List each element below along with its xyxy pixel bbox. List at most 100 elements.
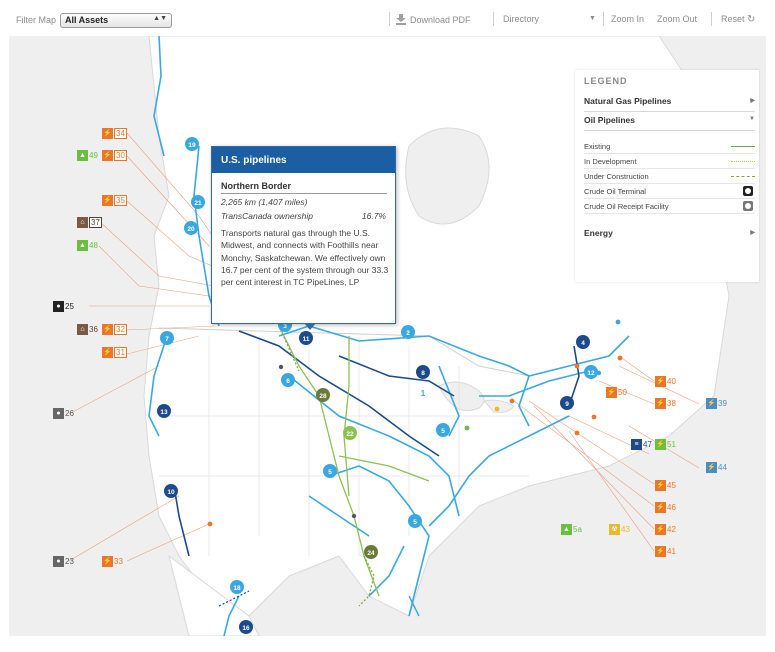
hudson-bay bbox=[405, 127, 490, 225]
marker-19: 19 bbox=[185, 137, 199, 151]
marker-2: 2 bbox=[401, 325, 415, 339]
marker-21: 21 bbox=[191, 195, 205, 209]
chevron-right-icon: ▶ bbox=[750, 98, 755, 104]
marker-18: 18 bbox=[230, 580, 244, 594]
marker-9: 9 bbox=[560, 396, 574, 410]
popup-distance: 2,265 km (1,407 miles) bbox=[221, 197, 308, 207]
leader-lines-right bbox=[513, 355, 700, 552]
popup-pipeline-name: Northern Border bbox=[221, 181, 387, 194]
popup-ownership-percent: 16.7% bbox=[361, 211, 386, 221]
receipt-facility-icon: ● bbox=[53, 556, 64, 567]
directory-chevron-icon[interactable]: ▼ bbox=[589, 15, 596, 22]
svg-text:13: 13 bbox=[160, 409, 168, 416]
power-icon: ⚡ bbox=[102, 195, 113, 206]
popup-description: Transports natural gas through the U.S. … bbox=[221, 228, 389, 288]
legend-item-existing: Existing bbox=[584, 140, 755, 154]
reset-button[interactable]: Reset ↻ bbox=[721, 14, 755, 25]
solar-label-51[interactable]: ⚡ 51 bbox=[655, 439, 676, 450]
in-development-line-swatch bbox=[731, 161, 755, 162]
toolbar-divider bbox=[711, 12, 712, 26]
reset-label: Reset bbox=[721, 14, 745, 24]
terminal-label-25[interactable]: ● 25 bbox=[53, 301, 76, 312]
marker-16: 16 bbox=[239, 620, 253, 634]
legend-section-energy[interactable]: Energy ▶ bbox=[584, 228, 755, 238]
hydro-label-5a[interactable]: ▲ 5a bbox=[561, 524, 584, 535]
power-label-50[interactable]: ⚡ 50 bbox=[606, 387, 627, 398]
toolbar-divider bbox=[603, 12, 604, 26]
wind-label-44[interactable]: ⚡ 44 bbox=[706, 462, 727, 473]
svg-text:3: 3 bbox=[283, 323, 287, 330]
receipt-label-23[interactable]: ● 23 bbox=[53, 556, 76, 567]
storage-label-37[interactable]: ⌂ 37 bbox=[77, 217, 104, 228]
hydro-label-48[interactable]: ▲ 48 bbox=[77, 240, 100, 251]
marker-20: 20 bbox=[184, 221, 198, 235]
svg-text:1: 1 bbox=[421, 389, 426, 398]
legend-section-natural-gas[interactable]: Natural Gas Pipelines ▶ bbox=[584, 96, 755, 112]
directory-dropdown[interactable]: Directory bbox=[503, 14, 539, 24]
power-icon: ⚡ bbox=[655, 502, 666, 513]
pipeline-label-47[interactable]: ≡ 47 bbox=[631, 439, 654, 450]
power-label-40[interactable]: ⚡ 40 bbox=[655, 376, 676, 387]
marker-4: 4 bbox=[576, 335, 590, 349]
power-icon: ⚡ bbox=[655, 480, 666, 491]
oil-pipelines bbox=[278, 325, 430, 597]
power-label-32[interactable]: ⚡ 32 bbox=[102, 324, 127, 335]
power-label-42[interactable]: ⚡ 42 bbox=[655, 524, 676, 535]
existing-line-swatch bbox=[731, 146, 755, 147]
nuclear-icon: ☢ bbox=[609, 524, 620, 535]
hydro-dot bbox=[464, 425, 470, 431]
select-arrows-icon: ▲▼ bbox=[153, 15, 167, 22]
wind-icon: ⚡ bbox=[706, 462, 717, 473]
marker-28: 28 bbox=[316, 388, 330, 402]
power-label-46[interactable]: ⚡ 46 bbox=[655, 502, 676, 513]
toolbar-divider bbox=[493, 12, 494, 26]
chevron-down-icon: ▼ bbox=[749, 116, 755, 122]
svg-text:2: 2 bbox=[406, 330, 410, 337]
gulf-coast-line bbox=[408, 595, 420, 617]
power-label-31[interactable]: ⚡ 31 bbox=[102, 347, 127, 358]
popup-title: U.S. pipelines bbox=[212, 147, 395, 173]
svg-text:16: 16 bbox=[242, 625, 250, 632]
popup-ownership-label: TransCanada ownership bbox=[221, 211, 313, 221]
power-icon: ⚡ bbox=[102, 150, 113, 161]
nuclear-label-43[interactable]: ☢ 43 bbox=[609, 524, 632, 535]
legend-section-oil[interactable]: Oil Pipelines ▼ bbox=[584, 115, 755, 131]
svg-text:7: 7 bbox=[165, 336, 169, 343]
marker-5b: 5 bbox=[323, 464, 337, 478]
zoom-in-button[interactable]: Zoom In bbox=[611, 14, 645, 24]
filter-map-label: Filter Map bbox=[16, 15, 57, 25]
marker-7: 7 bbox=[160, 331, 174, 345]
svg-text:4: 4 bbox=[581, 340, 585, 347]
svg-text:11: 11 bbox=[303, 336, 310, 343]
power-icon: ⚡ bbox=[655, 524, 666, 535]
directory-label: Directory bbox=[503, 14, 540, 24]
solar-icon: ⚡ bbox=[655, 439, 666, 450]
marker-24: 24 bbox=[364, 545, 378, 559]
storage-label-36[interactable]: ⌂ 36 bbox=[77, 324, 100, 335]
wind-label-39[interactable]: ⚡ 39 bbox=[706, 398, 727, 409]
hydro-label-49[interactable]: ▲ 49 bbox=[77, 150, 100, 161]
power-icon: ⚡ bbox=[102, 128, 113, 139]
svg-text:22: 22 bbox=[346, 431, 354, 438]
power-icon: ⚡ bbox=[606, 387, 617, 398]
toolbar-divider bbox=[389, 12, 390, 26]
power-label-30[interactable]: ⚡ 30 bbox=[102, 150, 127, 161]
hydro-icon: ▲ bbox=[77, 150, 88, 161]
zoom-out-button[interactable]: Zoom Out bbox=[657, 14, 698, 24]
state-lines bbox=[159, 336, 569, 556]
power-label-33[interactable]: ⚡ 33 bbox=[102, 556, 123, 567]
receipt-label-26[interactable]: ● 26 bbox=[53, 408, 76, 419]
filter-map-select[interactable]: All Assets ▲▼ bbox=[60, 13, 172, 28]
download-pdf-button[interactable]: Download PDF bbox=[396, 14, 471, 25]
power-label-35[interactable]: ⚡ 35 bbox=[102, 195, 127, 206]
power-label-45[interactable]: ⚡ 45 bbox=[655, 480, 676, 491]
power-dots bbox=[207, 355, 623, 527]
power-label-34[interactable]: ⚡ 34 bbox=[102, 128, 127, 139]
legend-item-receipt-facility: Crude Oil Receipt Facility bbox=[584, 200, 755, 214]
power-label-38[interactable]: ⚡ 38 bbox=[655, 398, 676, 409]
terminal-icon: ● bbox=[53, 301, 64, 312]
svg-text:5: 5 bbox=[441, 428, 445, 435]
power-label-41[interactable]: ⚡ 41 bbox=[655, 546, 676, 557]
chevron-right-icon: ▶ bbox=[750, 230, 755, 236]
marker-12: 12 bbox=[584, 365, 598, 379]
